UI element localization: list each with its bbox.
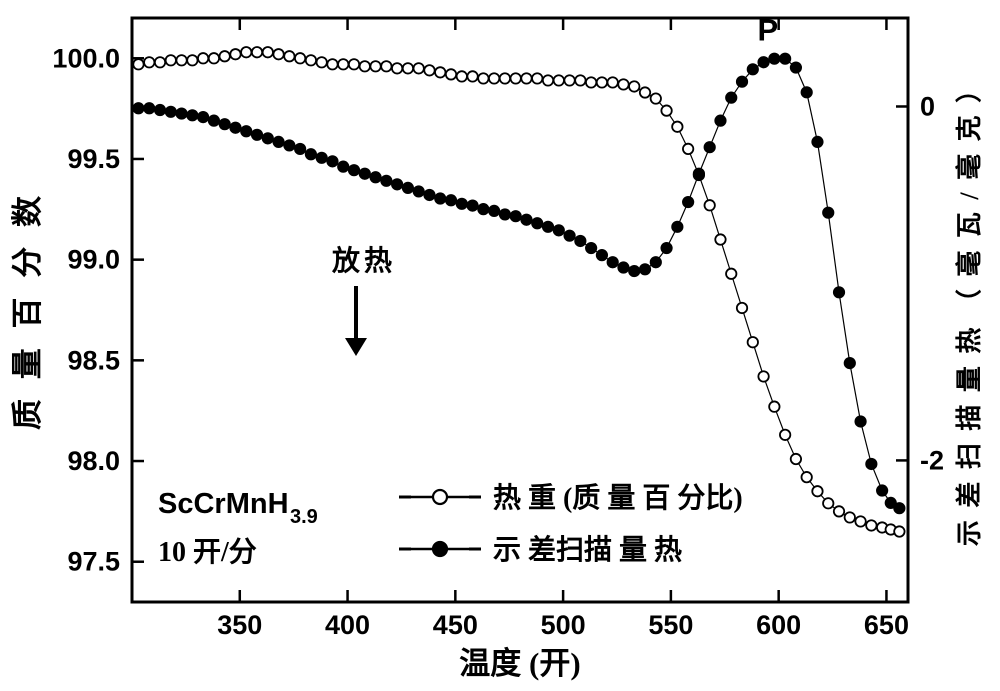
svg-text:600: 600 bbox=[756, 610, 801, 640]
svg-text:0: 0 bbox=[920, 91, 935, 121]
svg-text:P: P bbox=[758, 13, 779, 48]
svg-text:热 重 (质 量 百 分比): 热 重 (质 量 百 分比) bbox=[493, 482, 743, 514]
chart-container: 350 400 450 500 550 600 650 温度 (开) 97.5 98.0 98.5 9… bbox=[0, 0, 1000, 691]
svg-text:98.5: 98.5 bbox=[67, 345, 120, 375]
svg-text:650: 650 bbox=[864, 610, 909, 640]
svg-text:98.0: 98.0 bbox=[67, 446, 120, 476]
svg-text:550: 550 bbox=[648, 610, 693, 640]
svg-text:放热: 放热 bbox=[331, 244, 396, 277]
svg-text:示 差扫描 量 热: 示 差扫描 量 热 bbox=[493, 533, 682, 566]
svg-text:400: 400 bbox=[325, 610, 370, 640]
svg-text:100.0: 100.0 bbox=[52, 43, 120, 73]
svg-text:350: 350 bbox=[217, 610, 262, 640]
svg-text:10 开/分: 10 开/分 bbox=[158, 536, 257, 568]
svg-text:450: 450 bbox=[433, 610, 478, 640]
svg-text:示 差 扫 描 量 热 （ 毫 瓦 / 毫 克 ）: 示 差 扫 描 量 热 （ 毫 瓦 / 毫 克 ） bbox=[954, 74, 984, 546]
svg-text:ScCrMnH: ScCrMnH bbox=[158, 488, 289, 520]
svg-text:质 量 百 分 数: 质 量 百 分 数 bbox=[10, 190, 45, 430]
svg-text:温度 (开): 温度 (开) bbox=[459, 646, 580, 681]
svg-text:97.5: 97.5 bbox=[67, 547, 120, 577]
svg-text:-2: -2 bbox=[920, 445, 944, 475]
svg-text:500: 500 bbox=[541, 610, 586, 640]
chart-svg: 350 400 450 500 550 600 650 温度 (开) 97.5 98.0 98.5 9… bbox=[0, 0, 1000, 691]
svg-text:99.5: 99.5 bbox=[67, 144, 120, 174]
svg-text:3.9: 3.9 bbox=[290, 506, 318, 528]
svg-text:99.0: 99.0 bbox=[67, 245, 120, 275]
